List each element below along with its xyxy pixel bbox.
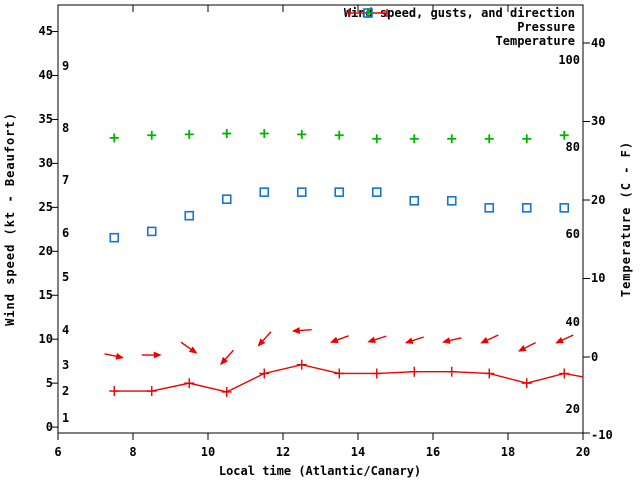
wind-direction-arrow-shaft — [261, 331, 272, 343]
wind-direction-arrow-shaft — [297, 329, 312, 332]
wind-tick-label: 40 — [38, 68, 53, 82]
temperature-marker — [484, 203, 495, 213]
wind-direction-arrow-shaft — [447, 337, 462, 342]
beaufort-label: 3 — [62, 358, 70, 373]
wind-tick-label: 25 — [38, 199, 53, 214]
x-tick-label: 14 — [350, 444, 366, 459]
wind-tick-label: 0 — [45, 419, 53, 434]
wind-direction-arrow-head — [153, 351, 162, 359]
wind-direction-arrow-shaft — [560, 334, 574, 342]
x-tick-label: 16 — [425, 444, 441, 459]
beaufort-label: 5 — [62, 270, 70, 285]
wind-direction-arrow-shaft — [180, 341, 193, 351]
x-tick-label: 6 — [54, 444, 62, 459]
x-axis-label: Local time (Atlantic/Canary) — [218, 464, 422, 478]
wind-direction-arrow-head — [220, 356, 228, 366]
temperature-marker — [259, 187, 270, 197]
x-tick-label: 20 — [575, 444, 591, 459]
temp-c-tick-label: -10 — [591, 428, 613, 442]
wind-tick-label: 45 — [38, 24, 53, 39]
temperature-marker — [409, 195, 420, 206]
temp-c-tick-label: 40 — [591, 35, 606, 50]
x-tick-label: 10 — [200, 444, 216, 459]
temp-f-label: 20 — [565, 401, 580, 416]
temperature-marker — [334, 187, 345, 197]
temp-f-label: 80 — [565, 140, 580, 155]
temp-f-label: 60 — [565, 227, 580, 242]
wind-direction-arrow-shaft — [104, 353, 119, 358]
beaufort-label: 4 — [62, 322, 70, 337]
temp-c-tick-label: 10 — [591, 271, 606, 285]
temp-c-tick-label: 30 — [591, 114, 606, 128]
beaufort-label: 9 — [62, 59, 70, 74]
temp-f-label: 100 — [558, 52, 580, 67]
temperature-marker — [221, 194, 232, 205]
x-tick-label: 18 — [500, 444, 516, 459]
beaufort-label: 7 — [62, 173, 70, 188]
beaufort-label: 8 — [62, 120, 70, 135]
wind-direction-arrow-head — [555, 336, 564, 344]
temp-f-label: 40 — [565, 314, 580, 329]
wind-direction-arrow-shaft — [372, 335, 387, 342]
wind-direction-arrow-shaft — [410, 336, 424, 342]
wind-speed-line — [114, 363, 584, 393]
legend-label-temperature: Temperature — [495, 34, 575, 48]
temperature-marker — [184, 210, 195, 221]
wind-direction-arrow-head — [442, 337, 451, 344]
wind-tick-label: 5 — [45, 375, 53, 390]
legend-item-pressure: Pressure — [344, 8, 575, 34]
wind-direction-arrow-shaft — [223, 349, 234, 362]
wind-tick-label: 10 — [38, 331, 53, 346]
wind-direction-arrow-head — [480, 336, 489, 344]
wind-direction-arrow-shaft — [522, 341, 536, 350]
wind-direction-arrow-head — [291, 327, 300, 334]
y-axis-label-wind: Wind speed (kt - Beaufort) — [3, 112, 17, 326]
temperature-marker — [109, 232, 120, 243]
wind-direction-arrow-head — [115, 352, 125, 360]
wind-direction-arrow-head — [517, 344, 527, 352]
legend-item-temperature: Temperature — [344, 8, 575, 48]
temperature-marker — [296, 187, 307, 197]
plot-border — [57, 4, 584, 434]
wind-tick-label: 35 — [38, 111, 53, 126]
wind-direction-arrow-head — [257, 338, 266, 347]
wind-direction-arrow-shaft — [335, 335, 349, 342]
temperature-marker — [371, 187, 382, 197]
wind-tick-label: 15 — [38, 287, 53, 302]
temperature-marker — [521, 203, 532, 213]
legend-label-pressure: Pressure — [517, 20, 575, 34]
legend: Wind speed, gusts, and direction Pressur… — [344, 6, 575, 48]
temp-c-tick-label: 20 — [591, 192, 606, 207]
y-axis-label-temperature: Temperature (C - F) — [619, 140, 633, 298]
wind-direction-arrow-head — [367, 336, 376, 344]
wind-direction-arrow-head — [188, 346, 198, 354]
temperature-marker — [146, 226, 157, 237]
wind-tick-label: 30 — [38, 155, 53, 170]
x-tick-label: 8 — [129, 444, 137, 459]
wind-direction-arrow-head — [404, 337, 414, 344]
wind-tick-label: 20 — [38, 243, 53, 258]
beaufort-label: 6 — [62, 226, 70, 241]
temperature-marker — [559, 203, 570, 213]
beaufort-label: 1 — [62, 410, 70, 425]
temperature-legend-marker-icon — [363, 8, 373, 18]
temperature-marker — [446, 195, 457, 206]
x-tick-label: 12 — [275, 444, 291, 459]
wind-direction-arrow-shaft — [485, 334, 499, 342]
temp-c-tick-label: 0 — [591, 349, 599, 364]
wind-direction-arrow-head — [329, 336, 339, 344]
beaufort-label: 2 — [62, 384, 70, 399]
